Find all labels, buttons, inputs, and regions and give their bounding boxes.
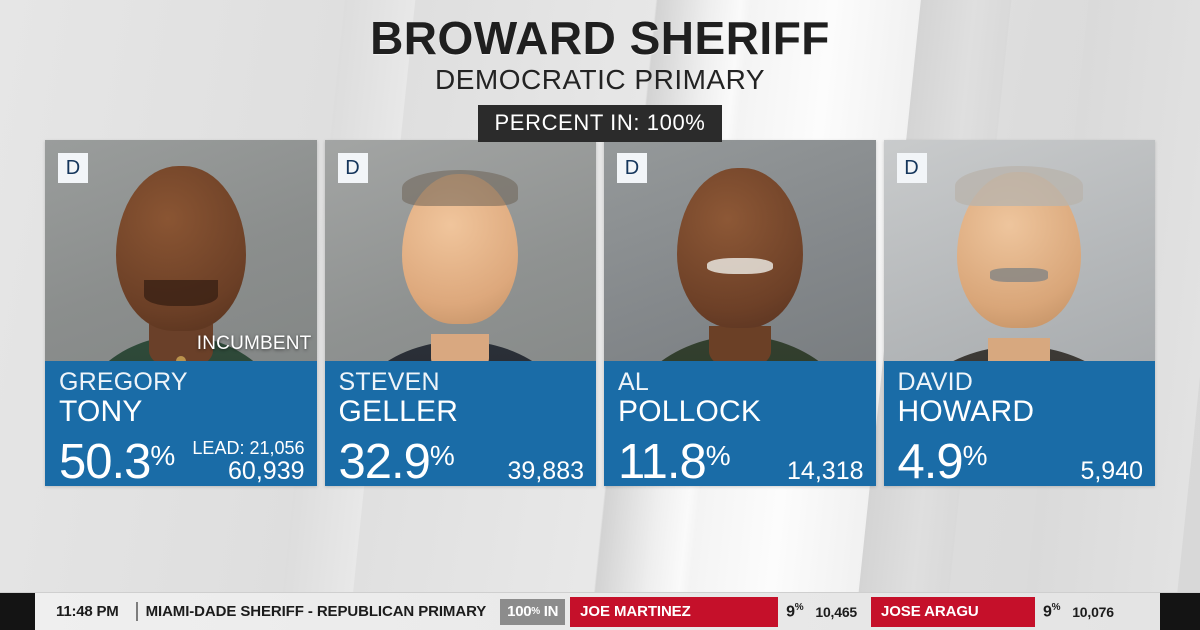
candidate-last-name: GELLER [338,395,459,428]
candidate-percent: 4.9 [897,434,964,486]
ticker-candidate[interactable]: JOE MARTINEZ 9% 10,465 [570,596,869,627]
candidate-percent: 32.9 [338,434,431,486]
party-badge: D [896,153,927,183]
percent-in-badge: PERCENT IN: 100% [477,105,723,143]
header: BROWARD SHERIFF DEMOCRATIC PRIMARY PERCE… [0,0,1200,143]
percent-sign: % [705,439,731,471]
candidate-card-list: D INCUMBENT GREGORY TONY 50.3 % LEAD: 21… [45,140,1155,486]
candidate-percent: 11.8 [618,434,707,486]
candidate-votes: 39,883 [507,457,584,486]
candidate-last-name: HOWARD [897,395,1035,428]
candidate-numbers: 50.3 % LEAD: 21,056 60,939 [59,429,305,486]
candidate-side-stats: 14,318 [787,458,863,486]
candidate-percent-row: 4.9 % [897,434,988,486]
percent-sign: % [962,439,988,471]
ticker-content: 11:48 PM MIAMI-DADE SHERIFF - REPUBLICAN… [35,593,1160,630]
ticker-candidate[interactable]: JOSE ARAGU 9% 10,076 [871,596,1126,627]
candidate-result-panel: STEVEN GELLER 32.9 % 39,883 [324,361,596,486]
candidate-side-stats: 5,940 [1080,458,1143,486]
ticker-percent-in-sign: % [531,606,540,617]
ticker-candidate-votes: 10,076 [1072,603,1114,620]
candidate-percent-row: 50.3 % [59,434,176,486]
ticker-percent-in-badge: 100% IN [500,598,566,625]
ticker-race-name: MIAMI-DADE SHERIFF - REPUBLICAN PRIMARY [145,603,487,620]
candidate-percent-row: 11.8 % [618,434,731,486]
ticker-candidate-percent-sign: % [1051,601,1061,613]
ticker-candidate-stats: 9% 10,465 [778,597,869,627]
percent-sign: % [150,439,176,471]
ticker-percent-in-value: 100 [507,603,532,620]
candidate-result-panel: DAVID HOWARD 4.9 % 5,940 [883,361,1155,486]
ticker-percent-in-word: IN [543,603,559,620]
candidate-card[interactable]: D DAVID HOWARD 4.9 % 5,940 [883,140,1155,486]
news-ticker: 11:48 PM MIAMI-DADE SHERIFF - REPUBLICAN… [0,592,1200,630]
ticker-candidate-votes: 10,465 [815,603,857,620]
ticker-candidate-percent: 9% [786,602,803,621]
candidate-result-panel: GREGORY TONY 50.3 % LEAD: 21,056 60,939 [45,361,317,486]
ticker-candidate-name: JOE MARTINEZ [570,596,779,627]
ticker-left-cap [0,593,35,630]
candidate-votes: 14,318 [787,457,864,486]
percent-in-wrap: PERCENT IN: 100% [0,105,1200,143]
party-badge: D [58,153,88,183]
candidate-side-stats: 39,883 [508,458,584,486]
party-badge: D [337,153,368,183]
candidate-first-name: STEVEN [338,368,440,396]
candidate-numbers: 32.9 % 39,883 [339,429,585,486]
ticker-time: 11:48 PM [56,603,119,620]
ticker-candidate-name: JOSE ARAGU [871,596,1035,627]
candidate-percent-row: 32.9 % [338,434,455,486]
candidate-first-name: DAVID [897,368,974,396]
page-title: BROWARD SHERIFF [370,12,830,64]
incumbent-label: INCUMBENT [196,333,312,354]
candidate-last-name: TONY [59,395,143,428]
candidate-card[interactable]: D INCUMBENT GREGORY TONY 50.3 % LEAD: 21… [45,140,317,486]
page-subtitle: DEMOCRATIC PRIMARY [435,64,765,96]
candidate-card[interactable]: ★ ★ D AL POLLOCK 11.8 % 14,318 [604,140,876,486]
candidate-side-stats: LEAD: 21,056 60,939 [192,438,304,486]
candidate-votes: 60,939 [228,457,305,486]
candidate-card[interactable]: D STEVEN GELLER 32.9 % 39,883 [324,140,596,486]
party-badge: D [617,153,647,183]
candidate-result-panel: AL POLLOCK 11.8 % 14,318 [604,361,876,486]
ticker-candidate-percent-value: 9 [1043,603,1052,621]
ticker-right-cap [1160,593,1200,630]
candidate-numbers: 4.9 % 5,940 [898,429,1144,486]
ticker-candidate-percent: 9% [1043,602,1060,621]
ticker-candidate-stats: 9% 10,076 [1035,597,1126,627]
ticker-divider [135,602,138,621]
candidate-last-name: POLLOCK [618,395,762,428]
percent-sign: % [429,439,455,471]
candidate-first-name: AL [618,368,649,396]
lead-label: LEAD: 21,056 [192,438,305,459]
ticker-candidate-percent-value: 9 [786,603,795,621]
candidate-first-name: GREGORY [59,368,188,396]
candidate-numbers: 11.8 % 14,318 [618,429,864,486]
candidate-percent: 50.3 [59,434,151,486]
candidate-votes: 5,940 [1080,457,1143,486]
ticker-candidate-percent-sign: % [794,601,804,613]
